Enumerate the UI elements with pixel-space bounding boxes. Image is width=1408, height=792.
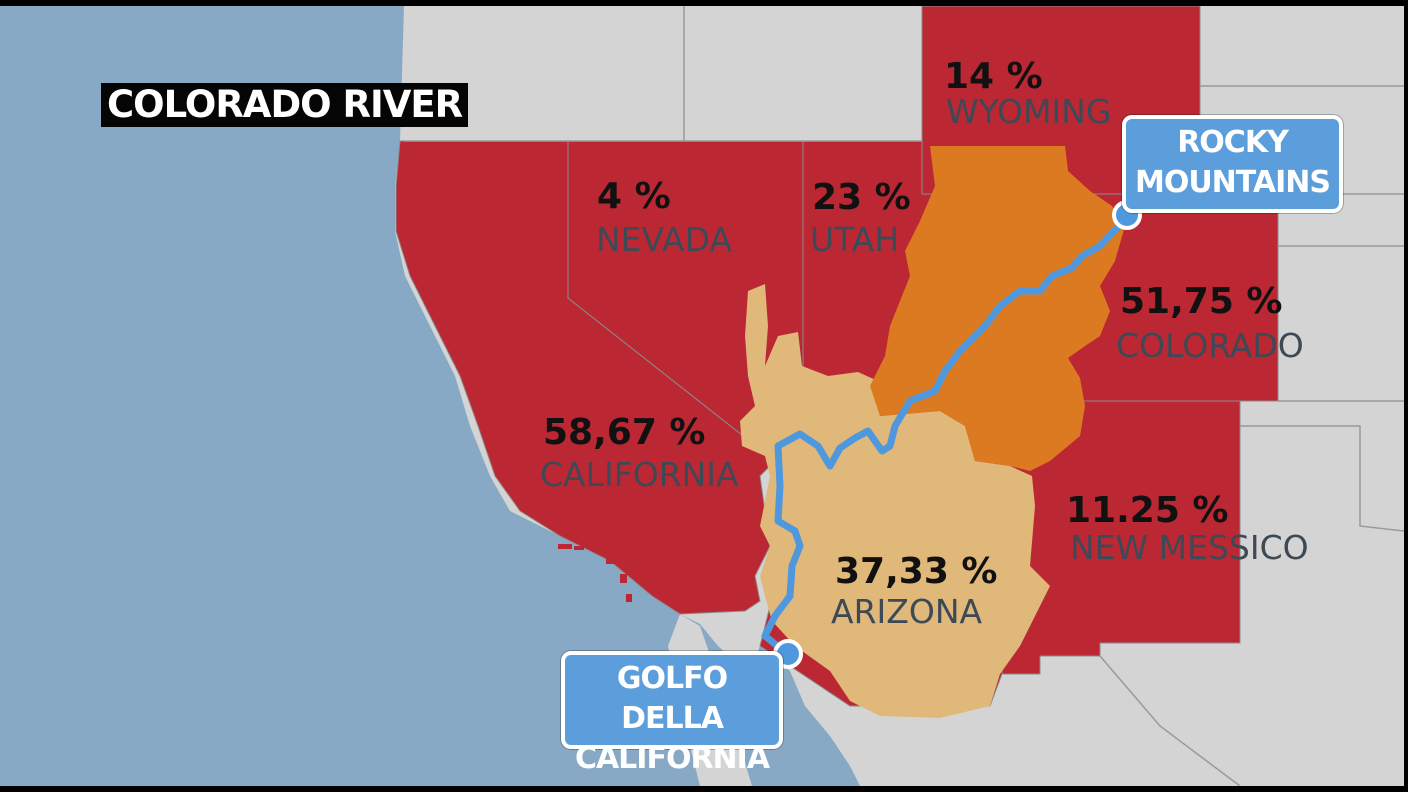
label-utah-name: UTAH [810,220,899,259]
map-title: COLORADO RIVER [101,83,469,127]
golfo-callout-line2: CALIFORNIA [574,741,770,776]
map-view: 14 % WYOMING 4 % NEVADA 23 % UTAH 51,75 … [0,6,1404,786]
label-colorado-name: COLORADO [1116,326,1304,365]
label-arizona-name: ARIZONA [831,592,983,631]
label-nevada-name: NEVADA [596,220,732,259]
label-new-mexico-percent: 11.25 % [1066,490,1228,531]
label-california-name: CALIFORNIA [540,455,739,494]
golfo-callout: GOLFO DELLA CALIFORNIA [561,651,783,776]
rocky-mountains-callout: ROCKY MOUNTAINS [1122,115,1343,213]
label-nevada-percent: 4 % [597,176,671,217]
label-new-mexico-name: NEW MESSICO [1070,528,1309,567]
channel-islands [460,346,632,602]
rocky-callout-line2: MOUNTAINS [1134,165,1331,200]
label-colorado-percent: 51,75 % [1120,281,1282,322]
label-wyoming-name: WYOMING [946,92,1111,131]
lower-basin-area [740,284,1050,718]
neighbour-borders [404,6,1404,786]
state-labels: 14 % WYOMING 4 % NEVADA 23 % UTAH 51,75 … [540,56,1309,631]
label-california-percent: 58,67 % [543,412,705,453]
state-california [395,140,776,615]
colorado-river [761,212,1132,660]
rocky-callout-line1: ROCKY [1177,125,1289,160]
label-wyoming-percent: 14 % [944,56,1043,97]
golfo-callout-line1: GOLFO DELLA [616,661,728,736]
label-utah-percent: 23 % [812,177,911,218]
label-arizona-percent: 37,33 % [835,551,997,592]
